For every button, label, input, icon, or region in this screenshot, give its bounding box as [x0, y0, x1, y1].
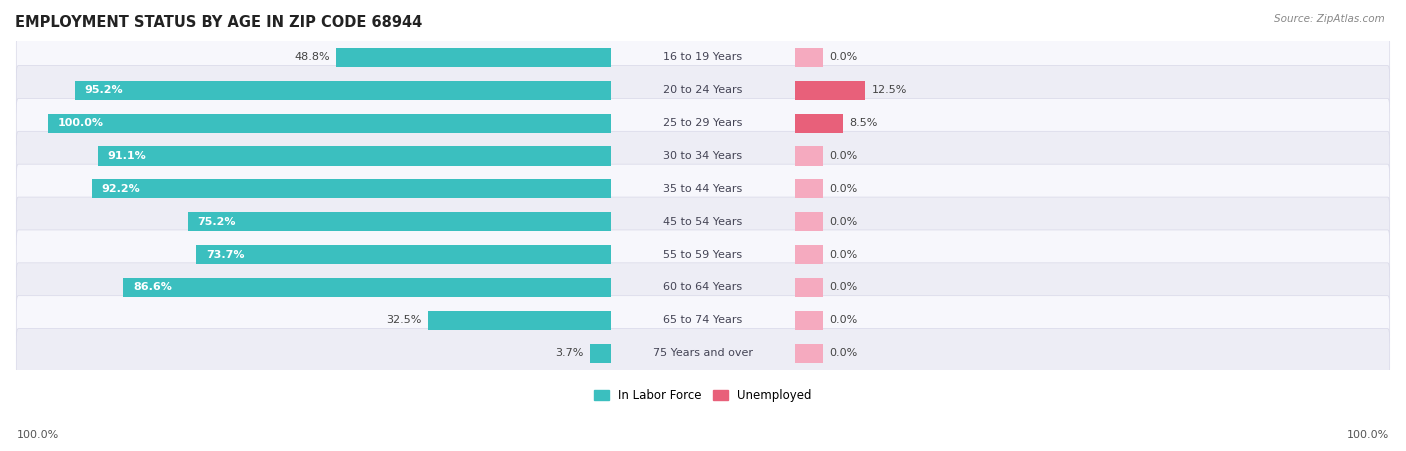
Text: 100.0%: 100.0%: [58, 118, 104, 128]
Bar: [794, 114, 842, 133]
Bar: [91, 179, 612, 198]
Text: 60 to 64 Years: 60 to 64 Years: [664, 282, 742, 293]
Text: 86.6%: 86.6%: [134, 282, 172, 293]
Text: 0.0%: 0.0%: [830, 249, 858, 260]
Text: 75 Years and over: 75 Years and over: [652, 348, 754, 358]
FancyBboxPatch shape: [17, 65, 1389, 115]
Legend: In Labor Force, Unemployed: In Labor Force, Unemployed: [589, 384, 817, 406]
Bar: [794, 81, 865, 100]
FancyBboxPatch shape: [17, 263, 1389, 312]
Text: 55 to 59 Years: 55 to 59 Years: [664, 249, 742, 260]
Text: 95.2%: 95.2%: [84, 85, 124, 95]
Bar: [794, 147, 823, 166]
Text: 12.5%: 12.5%: [872, 85, 907, 95]
Bar: [98, 147, 612, 166]
Bar: [195, 245, 612, 264]
Text: 75.2%: 75.2%: [197, 217, 236, 227]
FancyBboxPatch shape: [17, 98, 1389, 148]
Text: 0.0%: 0.0%: [830, 315, 858, 325]
Bar: [794, 212, 823, 231]
Bar: [336, 48, 612, 67]
Text: Source: ZipAtlas.com: Source: ZipAtlas.com: [1274, 14, 1385, 23]
FancyBboxPatch shape: [17, 131, 1389, 181]
FancyBboxPatch shape: [17, 197, 1389, 246]
FancyBboxPatch shape: [17, 296, 1389, 345]
Bar: [794, 278, 823, 297]
Text: 0.0%: 0.0%: [830, 348, 858, 358]
Bar: [794, 48, 823, 67]
Text: 35 to 44 Years: 35 to 44 Years: [664, 184, 742, 194]
Text: 3.7%: 3.7%: [555, 348, 583, 358]
Bar: [794, 179, 823, 198]
Text: 0.0%: 0.0%: [830, 282, 858, 293]
FancyBboxPatch shape: [17, 329, 1389, 378]
Text: 0.0%: 0.0%: [830, 217, 858, 227]
Text: 0.0%: 0.0%: [830, 151, 858, 161]
Bar: [794, 245, 823, 264]
Text: 25 to 29 Years: 25 to 29 Years: [664, 118, 742, 128]
Bar: [48, 114, 612, 133]
Bar: [591, 344, 612, 363]
Text: 91.1%: 91.1%: [108, 151, 146, 161]
FancyBboxPatch shape: [17, 164, 1389, 213]
FancyBboxPatch shape: [17, 32, 1389, 82]
FancyBboxPatch shape: [17, 230, 1389, 279]
Text: 0.0%: 0.0%: [830, 184, 858, 194]
Bar: [429, 311, 612, 330]
Text: 92.2%: 92.2%: [101, 184, 141, 194]
Text: 100.0%: 100.0%: [1347, 430, 1389, 440]
Text: 100.0%: 100.0%: [17, 430, 59, 440]
Text: 30 to 34 Years: 30 to 34 Years: [664, 151, 742, 161]
Text: 48.8%: 48.8%: [294, 52, 330, 62]
Text: EMPLOYMENT STATUS BY AGE IN ZIP CODE 68944: EMPLOYMENT STATUS BY AGE IN ZIP CODE 689…: [15, 15, 422, 30]
Text: 16 to 19 Years: 16 to 19 Years: [664, 52, 742, 62]
Bar: [124, 278, 612, 297]
Text: 8.5%: 8.5%: [849, 118, 877, 128]
Text: 45 to 54 Years: 45 to 54 Years: [664, 217, 742, 227]
Text: 32.5%: 32.5%: [387, 315, 422, 325]
Text: 65 to 74 Years: 65 to 74 Years: [664, 315, 742, 325]
Bar: [794, 344, 823, 363]
Bar: [794, 311, 823, 330]
Text: 20 to 24 Years: 20 to 24 Years: [664, 85, 742, 95]
Text: 0.0%: 0.0%: [830, 52, 858, 62]
Bar: [187, 212, 612, 231]
Bar: [75, 81, 612, 100]
Text: 73.7%: 73.7%: [205, 249, 245, 260]
